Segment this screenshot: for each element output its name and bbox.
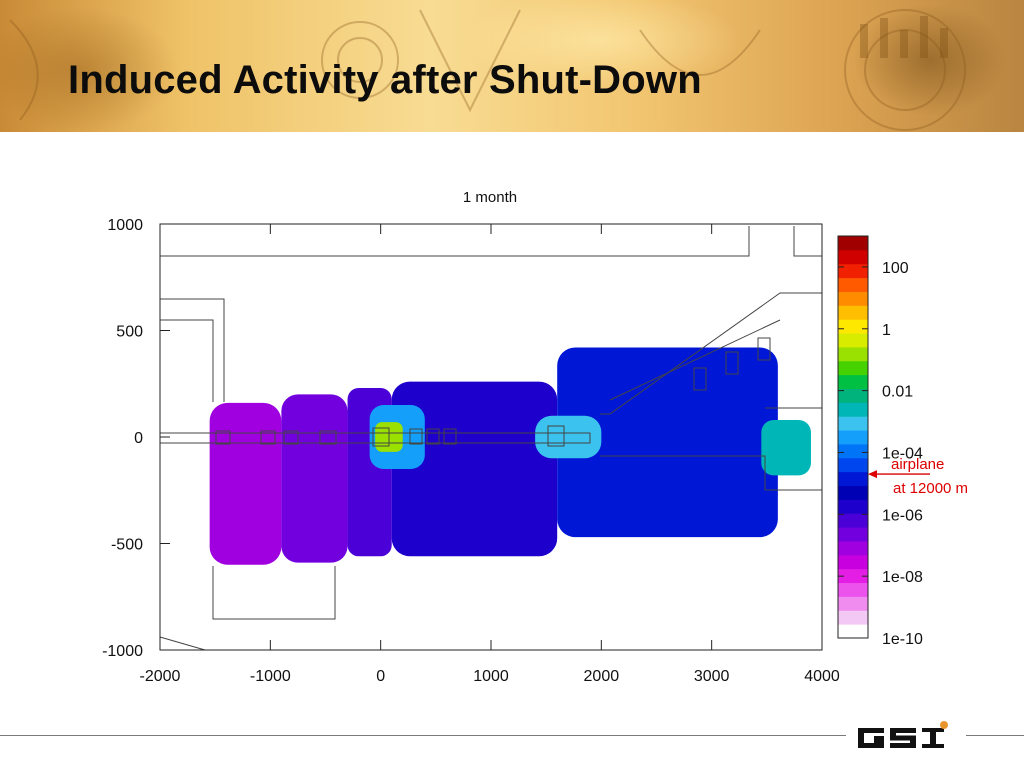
heat-region-1 <box>281 394 348 563</box>
colorbar-tick-label-0: 100 <box>882 260 909 277</box>
colorbar-segment-28 <box>838 236 868 251</box>
annotation-label-line2: at 12000 m <box>893 480 968 497</box>
x-tick-label-3: 1000 <box>473 668 509 685</box>
colorbar-segment-18 <box>838 374 868 389</box>
y-tick-label-1: 500 <box>116 324 143 341</box>
y-tick-label-3: -500 <box>111 537 143 554</box>
colorbar-segment-21 <box>838 333 868 348</box>
gsi-logo <box>858 721 948 748</box>
y-axis: 1000 500 0 -500 -1000 <box>102 217 170 660</box>
airplane-annotation: airplane at 12000 m <box>868 456 968 497</box>
colorbar-segment-4 <box>838 568 868 584</box>
heat-region-3 <box>391 381 558 557</box>
colorbar <box>837 235 869 639</box>
colorbar-segment-23 <box>838 305 868 320</box>
colorbar-segment-22 <box>838 319 868 334</box>
colorbar-segment-17 <box>838 388 868 403</box>
y-tick-label-0: 1000 <box>107 217 143 234</box>
colorbar-segment-11 <box>838 471 868 487</box>
colorbar-segment-13 <box>838 443 868 459</box>
colorbar-segment-27 <box>838 249 868 265</box>
x-tick-label-4: 2000 <box>584 668 620 685</box>
slide-title: Induced Activity after Shut-Down <box>68 58 702 102</box>
colorbar-segment-26 <box>838 263 868 279</box>
colorbar-segment-2 <box>838 596 868 611</box>
colorbar-segment-9 <box>838 499 868 514</box>
heat-region-4 <box>557 347 778 538</box>
colorbar-tick-label-4: 1e-06 <box>882 507 923 524</box>
footer-divider-right <box>966 735 1024 736</box>
chart: 1 month -2000 -1000 0 1000 2000 3000 4000 1000… <box>102 189 968 685</box>
colorbar-segment-16 <box>838 402 868 417</box>
colorbar-segment-7 <box>838 527 868 542</box>
annotation-label: airplane <box>891 456 944 473</box>
heat-region-7 <box>761 419 811 476</box>
colorbar-segment-19 <box>838 360 868 376</box>
colorbar-segment-14 <box>838 430 868 445</box>
colorbar-tick-label-6: 1e-10 <box>882 631 923 648</box>
colorbar-segment-6 <box>838 540 868 556</box>
x-tick-label-5: 3000 <box>694 668 730 685</box>
title-banner <box>0 0 1024 132</box>
colorbar-segment-12 <box>838 457 868 473</box>
x-tick-label-0: -2000 <box>140 668 181 685</box>
x-tick-label-2: 0 <box>376 668 385 685</box>
heat-region-6 <box>535 415 602 459</box>
banner-decoration <box>9 9 966 131</box>
colorbar-tick-label-1: 1 <box>882 322 891 339</box>
x-tick-label-1: -1000 <box>250 668 291 685</box>
colorbar-segment-8 <box>838 513 868 528</box>
y-tick-label-4: -1000 <box>102 643 143 660</box>
colorbar-frame <box>837 235 869 639</box>
annotation-arrow-head <box>868 470 877 479</box>
colorbar-segment-25 <box>838 277 868 292</box>
heat-region-0 <box>209 402 282 565</box>
colorbar-ticks: 100 1 0.01 1e-04 1e-06 1e-08 1e-10 <box>838 260 923 648</box>
colorbar-tick-label-2: 0.01 <box>882 384 913 401</box>
chart-title: 1 month <box>463 189 517 206</box>
colorbar-segment-24 <box>838 291 868 306</box>
colorbar-segment-5 <box>838 554 868 570</box>
colorbar-tick-label-3: 1e-04 <box>882 445 923 462</box>
colorbar-segment-3 <box>838 582 868 597</box>
footer-divider-left <box>0 735 846 736</box>
colorbar-segment-1 <box>838 610 868 625</box>
colorbar-tick-label-5: 1e-08 <box>882 569 923 586</box>
y-tick-label-2: 0 <box>134 430 143 447</box>
x-axis: -2000 -1000 0 1000 2000 3000 4000 <box>140 224 840 685</box>
colorbar-segment-0 <box>838 624 868 639</box>
colorbar-segment-15 <box>838 416 868 431</box>
colorbar-segment-10 <box>838 485 868 500</box>
x-tick-label-6: 4000 <box>804 668 840 685</box>
colorbar-segment-20 <box>838 346 868 362</box>
